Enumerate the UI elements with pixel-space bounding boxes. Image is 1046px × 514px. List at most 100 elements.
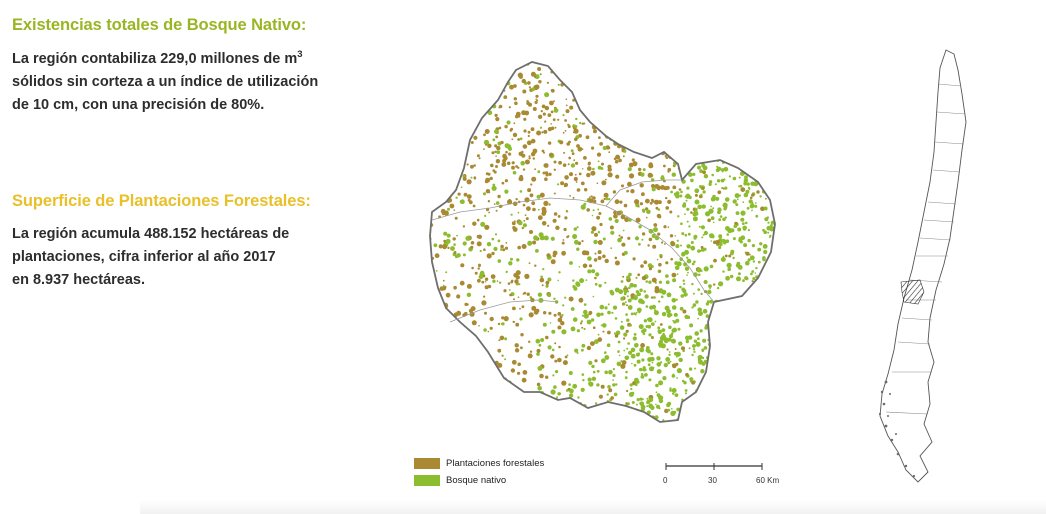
native-forest-patch — [733, 409, 735, 412]
native-forest-patch — [517, 211, 520, 214]
plantation-patch — [442, 325, 446, 329]
plantation-patch — [608, 113, 611, 117]
plantation-patch — [613, 210, 617, 215]
plantation-patch — [430, 123, 433, 128]
native-forest-patch — [764, 342, 766, 344]
native-forest-patch — [572, 383, 578, 389]
native-forest-patch — [730, 153, 735, 159]
native-forest-patch — [546, 424, 548, 426]
native-forest-patch — [607, 385, 611, 389]
plantation-patch — [536, 130, 542, 136]
native-forest-patch — [698, 153, 704, 158]
plantation-patch — [610, 396, 614, 400]
plantation-patch — [577, 146, 583, 152]
plantation-patch — [537, 114, 543, 120]
plantation-patch — [702, 170, 706, 175]
plantation-patch — [775, 119, 778, 122]
native-forest-patch — [751, 394, 756, 399]
plantation-patch — [607, 164, 612, 169]
native-forest-patch — [431, 200, 437, 206]
native-forest-patch — [676, 377, 678, 379]
native-forest-patch — [440, 71, 443, 74]
native-forest-patch — [667, 337, 672, 342]
plantation-patch — [726, 80, 730, 83]
plantation-patch — [625, 329, 629, 333]
native-forest-patch — [773, 153, 775, 157]
plantation-patch — [445, 95, 451, 101]
plantation-patch — [474, 271, 478, 275]
plantation-patch — [731, 64, 737, 69]
plantation-patch — [732, 145, 737, 150]
plantation-patch — [639, 202, 643, 206]
native-forest-patch — [716, 286, 720, 290]
plantation-patch — [514, 101, 518, 106]
native-forest-patch — [665, 77, 669, 81]
native-forest-patch — [769, 380, 774, 385]
plantation-patch — [711, 85, 715, 89]
plantation-patch — [438, 301, 442, 305]
plantation-patch — [436, 88, 441, 93]
plantation-patch — [439, 164, 443, 167]
plantation-patch — [696, 146, 702, 152]
native-forest-patch — [656, 356, 661, 361]
plantation-patch — [634, 83, 636, 85]
native-forest-patch — [648, 378, 652, 382]
plantation-patch — [435, 296, 440, 301]
plantation-patch — [570, 85, 576, 90]
native-forest-patch — [701, 419, 707, 422]
native-forest-patch — [769, 290, 772, 294]
plantation-patch — [518, 176, 524, 182]
plantation-patch — [457, 138, 462, 143]
native-forest-patch — [687, 157, 690, 160]
plantation-patch — [615, 154, 621, 160]
plantation-patch — [534, 100, 538, 104]
native-forest-patch — [753, 336, 759, 342]
plantation-patch — [577, 76, 582, 81]
plantation-patch — [757, 127, 761, 130]
native-forest-patch — [436, 354, 440, 358]
native-forest-patch — [487, 99, 492, 104]
native-forest-patch — [768, 95, 773, 100]
plantation-patch — [761, 382, 766, 387]
plantation-patch — [664, 136, 668, 140]
plantation-patch — [742, 76, 747, 81]
native-forest-patch — [766, 287, 770, 291]
native-forest-patch — [568, 371, 573, 375]
plantation-patch — [451, 346, 457, 352]
plantation-patch — [553, 313, 557, 317]
plantation-patch — [618, 138, 623, 143]
native-forest-patch — [726, 309, 730, 312]
plantation-patch — [524, 214, 527, 217]
plantation-patch — [534, 84, 540, 90]
plantation-patch — [723, 135, 729, 141]
plantation-patch — [434, 77, 440, 82]
plantation-patch — [481, 70, 485, 75]
plantation-patch — [606, 121, 609, 124]
native-forest-patch — [754, 272, 757, 274]
plantation-patch — [440, 366, 444, 369]
plantation-patch — [438, 90, 443, 95]
plantation-patch — [655, 118, 660, 123]
plantation-patch — [755, 107, 759, 110]
plantation-patch — [439, 376, 443, 380]
plantation-patch — [715, 239, 721, 245]
plantation-patch — [592, 326, 596, 330]
native-forest-patch — [647, 317, 653, 323]
plantation-patch — [596, 152, 602, 157]
native-forest-patch — [626, 318, 630, 322]
plantation-patch — [635, 134, 638, 137]
plantation-patch — [590, 57, 592, 59]
native-forest-patch — [706, 392, 711, 397]
bottom-shadow — [140, 500, 1046, 514]
native-forest-patch — [624, 355, 630, 361]
native-forest-patch — [477, 66, 483, 71]
native-forest-patch — [692, 212, 697, 217]
native-forest-patch — [711, 173, 714, 177]
plantation-patch — [660, 78, 664, 83]
plantation-patch — [657, 200, 662, 205]
plantation-patch — [689, 132, 693, 136]
plantation-patch — [522, 203, 526, 207]
native-forest-patch — [636, 423, 639, 426]
plantation-patch — [766, 129, 770, 134]
native-forest-patch — [750, 154, 755, 160]
